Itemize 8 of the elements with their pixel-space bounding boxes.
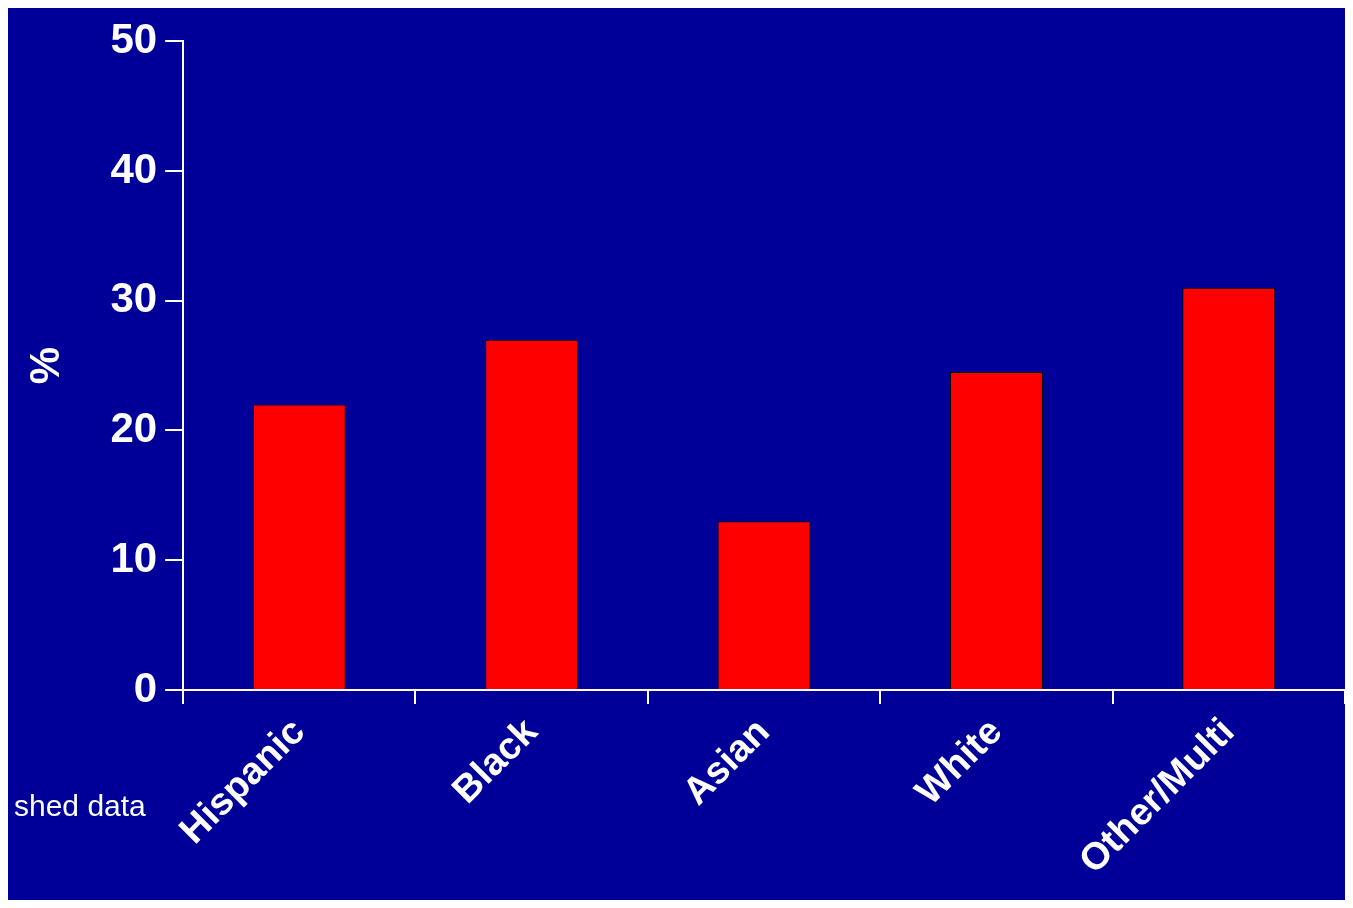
y-tick-label: 0 [133,663,158,711]
y-axis-title: % [20,346,68,385]
text: shed data [14,789,147,823]
y-tick-label: 40 [110,144,158,192]
y-tick-label: 30 [110,274,158,322]
y-tick-label: 20 [110,404,158,452]
y-tick-label: 50 [110,14,158,62]
y-tick-label: 10 [110,533,158,581]
